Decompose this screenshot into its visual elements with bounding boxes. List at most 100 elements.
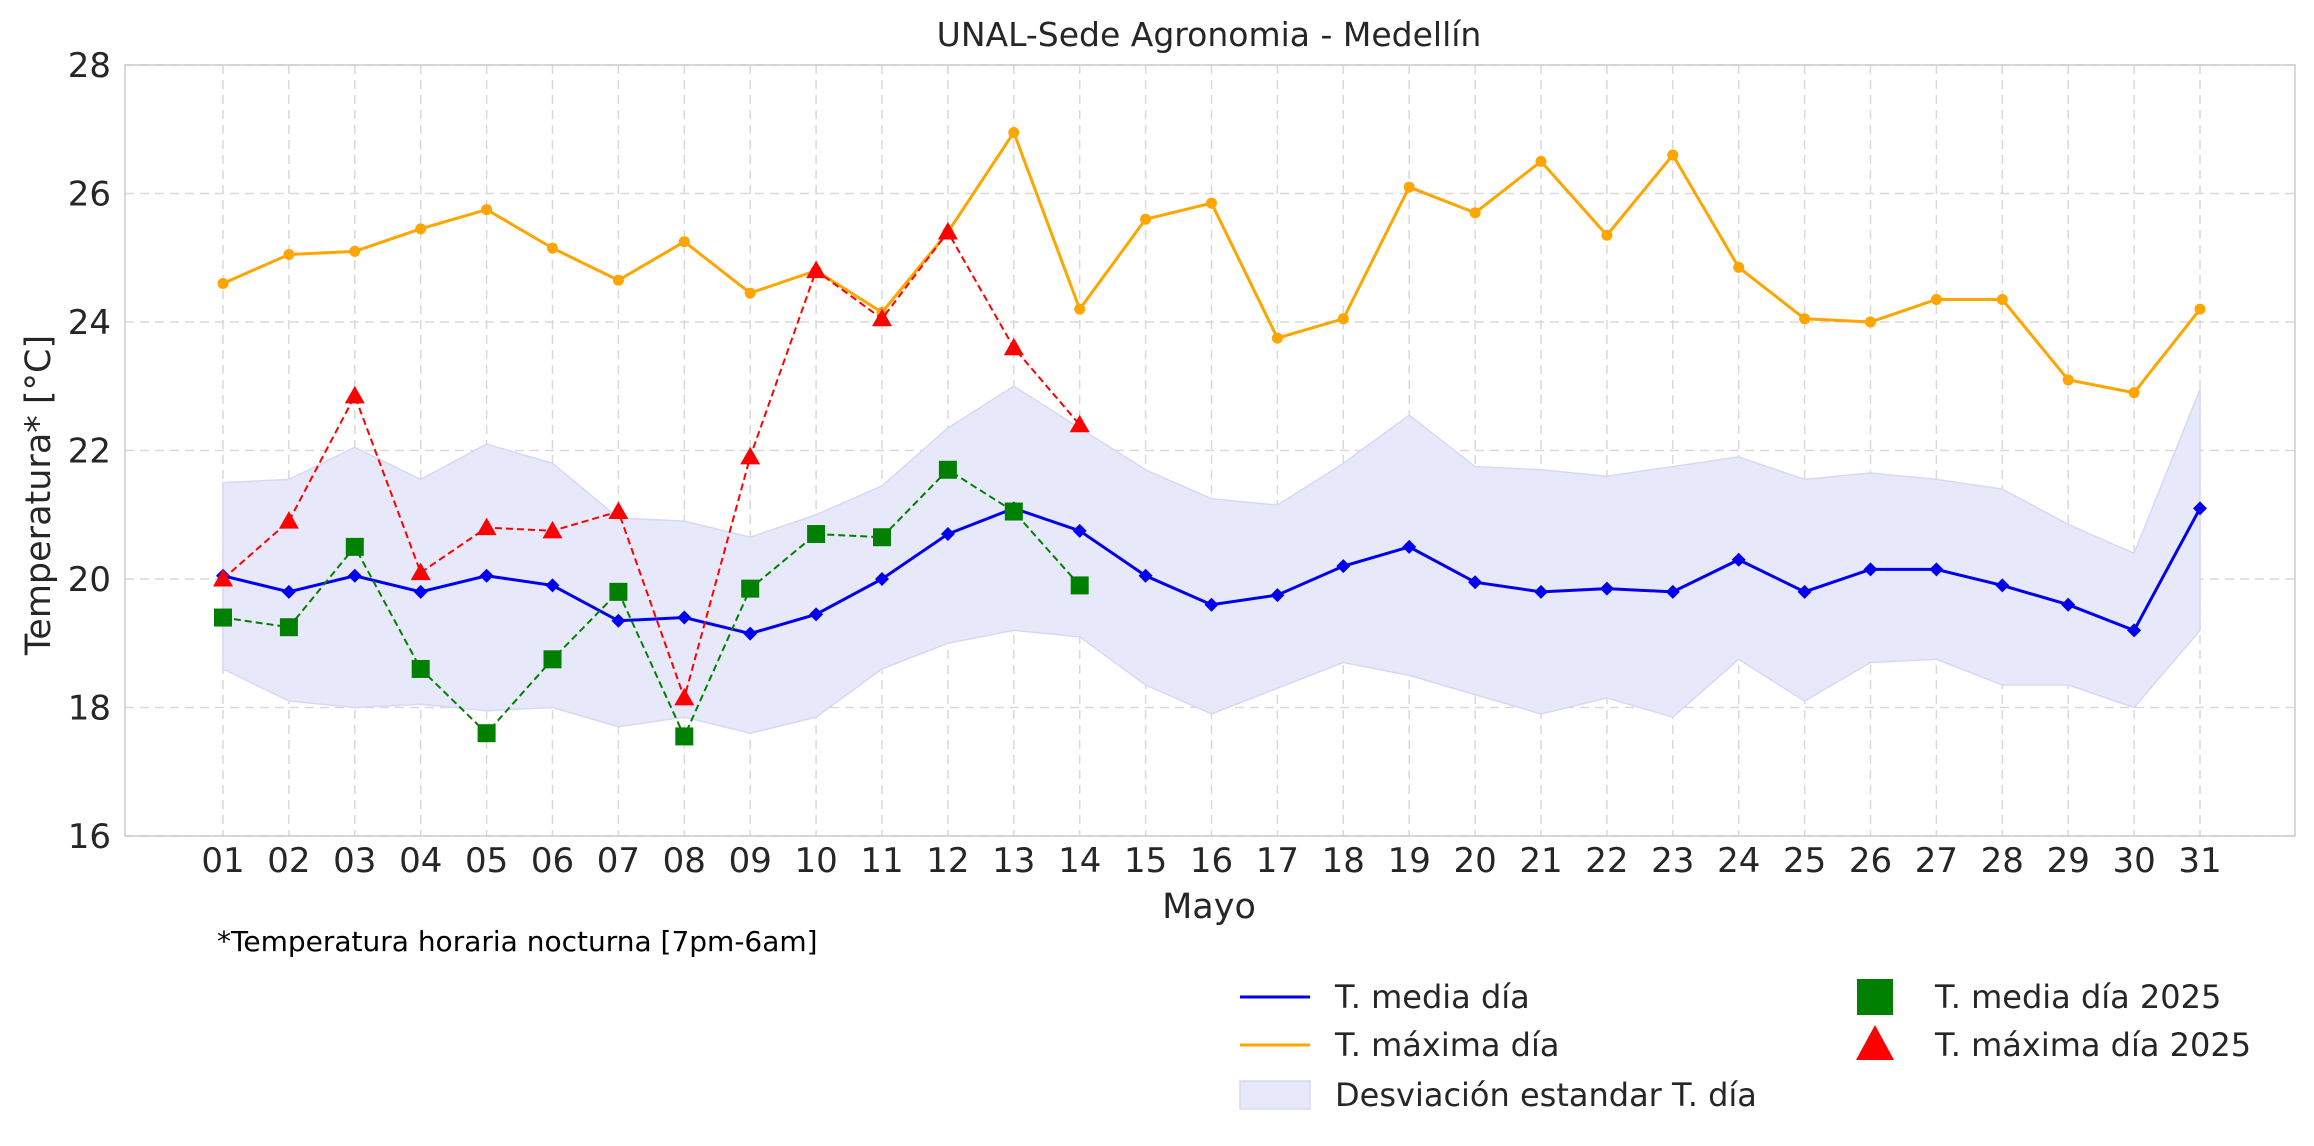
- y-tick-label: 18: [68, 689, 111, 729]
- data-point: [1929, 562, 1944, 577]
- x-tick-label: 01: [201, 841, 244, 881]
- series-3: [214, 460, 1089, 746]
- x-tick-label: 09: [729, 841, 772, 881]
- data-point: [1599, 581, 1614, 596]
- y-tick-label: 26: [68, 175, 111, 215]
- plot-area: [125, 64, 2295, 837]
- data-point: [1204, 597, 1219, 612]
- series-layer: [213, 126, 2207, 746]
- x-tick-label: 02: [267, 841, 310, 881]
- x-tick-label: 20: [1453, 841, 1496, 881]
- data-point: [1270, 588, 1285, 603]
- data-point: [1337, 313, 1349, 325]
- legend-swatch: [1239, 1080, 1311, 1110]
- legend-item: T. máxima día 2025: [1856, 1025, 2251, 1064]
- data-point: [1865, 316, 1876, 328]
- data-point: [608, 501, 629, 520]
- data-point: [415, 223, 427, 235]
- legend-label: T. media día 2025: [1934, 978, 2221, 1016]
- series-line: [222, 230, 1081, 702]
- data-point: [1069, 414, 1090, 433]
- series-1: [216, 501, 2207, 641]
- x-tick-label: 29: [2047, 841, 2090, 881]
- data-point: [2127, 623, 2142, 638]
- data-point: [1140, 213, 1152, 225]
- x-tick-label: 19: [1388, 841, 1431, 881]
- data-point: [481, 204, 493, 216]
- y-axis-label: Temperatura* [°C]: [19, 335, 59, 656]
- data-point: [1665, 584, 1680, 599]
- data-point: [1070, 576, 1089, 595]
- chart-title: UNAL-Sede Agronomia - Medellín: [937, 15, 1482, 54]
- data-point: [1271, 332, 1283, 344]
- x-tick-label: 28: [1981, 841, 2024, 881]
- x-tick-label: 15: [1124, 841, 1167, 881]
- data-point: [217, 277, 229, 289]
- data-point: [1074, 303, 1086, 315]
- x-tick-label: 04: [399, 841, 442, 881]
- data-point: [1072, 523, 1087, 538]
- data-point: [1535, 155, 1547, 167]
- data-point: [1468, 575, 1483, 590]
- data-point: [1733, 261, 1745, 273]
- data-point: [609, 582, 628, 601]
- legend-item: T. media día: [1240, 978, 1530, 1016]
- data-point: [1601, 229, 1613, 241]
- x-tick-label: 06: [531, 841, 574, 881]
- data-point: [542, 520, 563, 539]
- data-point: [349, 245, 361, 257]
- data-point: [278, 511, 299, 529]
- data-point: [281, 584, 296, 599]
- data-point: [1995, 578, 2010, 593]
- std-dev-band-layer: [222, 385, 2201, 734]
- data-point: [1667, 149, 1679, 161]
- data-point: [1799, 313, 1811, 325]
- x-tick-label: 27: [1915, 841, 1958, 881]
- data-point: [1004, 502, 1023, 521]
- data-point: [937, 222, 958, 240]
- x-tick-label: 07: [597, 841, 640, 881]
- legend-swatch: [1856, 1025, 1894, 1060]
- x-tick-label: 21: [1519, 841, 1562, 881]
- data-point: [1003, 337, 1024, 356]
- series-line: [222, 468, 1081, 739]
- data-point: [543, 650, 562, 669]
- x-tick-label: 17: [1256, 841, 1299, 881]
- x-tick-label: 10: [794, 841, 837, 881]
- data-point: [1402, 539, 1417, 554]
- y-tick-label: 20: [68, 560, 111, 600]
- y-tick-label: 28: [68, 46, 111, 86]
- x-tick-label: 14: [1058, 841, 1101, 881]
- x-tick-label: 24: [1717, 841, 1760, 881]
- x-tick-label: 11: [860, 841, 903, 881]
- x-tick-label: 31: [2178, 841, 2221, 881]
- data-point: [2062, 374, 2074, 386]
- data-point: [547, 242, 558, 254]
- data-point: [806, 260, 827, 279]
- x-tick-label: 03: [333, 841, 376, 881]
- data-point: [1469, 207, 1481, 219]
- legend-item: T. máxima día: [1240, 1026, 1559, 1064]
- x-tick-label: 30: [2112, 841, 2155, 881]
- data-point: [674, 687, 695, 706]
- data-point: [1336, 559, 1351, 574]
- data-point: [413, 584, 428, 599]
- legend-item: T. media día 2025: [1857, 978, 2221, 1016]
- legend-item: Desviación estandar T. día: [1239, 1076, 1757, 1114]
- x-tick-label: 25: [1783, 841, 1826, 881]
- data-point: [1206, 197, 1217, 209]
- legend-swatch: [1857, 979, 1893, 1015]
- legend-label: T. máxima día: [1334, 1026, 1559, 1064]
- x-tick-label: 12: [926, 841, 969, 881]
- data-point: [2194, 303, 2206, 315]
- data-point: [2061, 597, 2076, 612]
- data-point: [344, 385, 365, 404]
- legend-label: Desviación estandar T. día: [1335, 1076, 1757, 1114]
- legend-label: T. media día: [1334, 978, 1530, 1016]
- data-point: [675, 727, 694, 746]
- legend: T. media día T. máxima día Desviación esta…: [1239, 978, 2251, 1114]
- data-point: [213, 569, 233, 587]
- data-point: [875, 572, 889, 586]
- data-point: [411, 659, 430, 678]
- data-point: [345, 537, 364, 556]
